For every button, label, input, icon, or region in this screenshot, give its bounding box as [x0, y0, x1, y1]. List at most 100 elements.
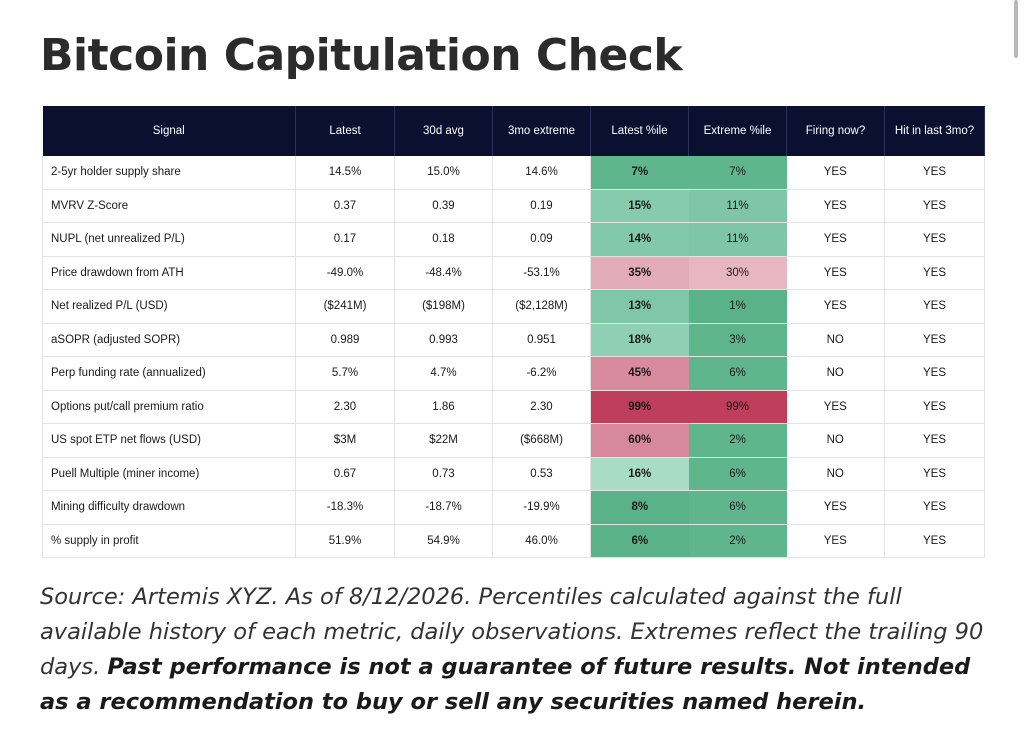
cell-latest: 0.989 — [295, 323, 395, 357]
cell-extreme-percentile: 11% — [688, 222, 787, 257]
cell-hit-last-3mo: YES — [884, 156, 985, 190]
table-row: Puell Multiple (miner income) 0.67 0.73 0.5… — [42, 457, 985, 491]
cell-30d-avg: 54.9% — [394, 524, 493, 558]
cell-latest-percentile: 13% — [590, 289, 689, 324]
cell-latest: 5.7% — [295, 356, 395, 391]
cell-extreme-percentile: 99% — [688, 390, 787, 424]
cell-extreme-percentile: 6% — [688, 356, 787, 391]
scrollbar[interactable] — [1014, 0, 1018, 58]
cell-firing-now: YES — [786, 222, 885, 257]
table-row: Net realized P/L (USD) ($241M) ($198M) ($2,… — [42, 289, 985, 324]
cell-latest: -18.3% — [295, 490, 395, 525]
cell-signal: Mining difficulty drawdown — [42, 490, 296, 525]
table-row: % supply in profit 51.9% 54.9% 46.0% 6% 2% YES… — [42, 524, 985, 558]
table-row: Mining difficulty drawdown -18.3% -18.7% -1… — [42, 490, 985, 525]
cell-3mo-extreme: 2.30 — [492, 390, 591, 424]
cell-extreme-percentile: 6% — [688, 457, 787, 491]
cell-30d-avg: $22M — [394, 423, 493, 458]
cell-firing-now: YES — [786, 490, 885, 525]
cell-30d-avg: 0.18 — [394, 222, 493, 257]
cell-latest: 51.9% — [295, 524, 395, 558]
cell-3mo-extreme: ($668M) — [492, 423, 591, 458]
cell-firing-now: NO — [786, 423, 885, 458]
cell-3mo-extreme: ($2,128M) — [492, 289, 591, 324]
cell-firing-now: YES — [786, 156, 885, 190]
cell-30d-avg: 1.86 — [394, 390, 493, 424]
cell-latest: $3M — [295, 423, 395, 458]
cell-30d-avg: ($198M) — [394, 289, 493, 324]
table-row: US spot ETP net flows (USD) $3M $22M ($668M… — [42, 423, 985, 458]
cell-latest-percentile: 14% — [590, 222, 689, 257]
cell-signal: Price drawdown from ATH — [42, 256, 296, 290]
column-header-signal: Signal — [42, 106, 296, 156]
source-note: Source: Artemis XYZ. As of 8/12/2026. Pe… — [40, 580, 1000, 720]
cell-firing-now: YES — [786, 524, 885, 558]
cell-firing-now: NO — [786, 457, 885, 491]
cell-signal: 2-5yr holder supply share — [42, 156, 296, 190]
cell-extreme-percentile: 2% — [688, 524, 787, 558]
cell-signal: aSOPR (adjusted SOPR) — [42, 323, 296, 357]
cell-hit-last-3mo: YES — [884, 189, 985, 223]
cell-firing-now: YES — [786, 289, 885, 324]
column-header-latest-percentile: Latest %ile — [590, 106, 689, 156]
cell-latest-percentile: 15% — [590, 189, 689, 223]
cell-latest-percentile: 60% — [590, 423, 689, 458]
cell-signal: MVRV Z-Score — [42, 189, 296, 223]
table-row: NUPL (net unrealized P/L) 0.17 0.18 0.09 14%… — [42, 222, 985, 257]
cell-latest-percentile: 18% — [590, 323, 689, 357]
table-row: aSOPR (adjusted SOPR) 0.989 0.993 0.951 18% 3… — [42, 323, 985, 357]
cell-3mo-extreme: -19.9% — [492, 490, 591, 525]
cell-hit-last-3mo: YES — [884, 256, 985, 290]
cell-3mo-extreme: 0.53 — [492, 457, 591, 491]
cell-signal: Net realized P/L (USD) — [42, 289, 296, 324]
page-title: Bitcoin Capitulation Check — [40, 30, 683, 81]
column-header-latest: Latest — [295, 106, 395, 156]
cell-30d-avg: 0.73 — [394, 457, 493, 491]
cell-3mo-extreme: 0.951 — [492, 323, 591, 357]
cell-extreme-percentile: 7% — [688, 156, 787, 190]
cell-latest-percentile: 99% — [590, 390, 689, 424]
cell-30d-avg: 15.0% — [394, 156, 493, 190]
cell-hit-last-3mo: YES — [884, 323, 985, 357]
cell-latest-percentile: 6% — [590, 524, 689, 558]
cell-latest: 0.67 — [295, 457, 395, 491]
cell-signal: Puell Multiple (miner income) — [42, 457, 296, 491]
table-row: 2-5yr holder supply share 14.5% 15.0% 14.6%… — [42, 156, 985, 190]
cell-extreme-percentile: 2% — [688, 423, 787, 458]
cell-latest: ($241M) — [295, 289, 395, 324]
cell-hit-last-3mo: YES — [884, 390, 985, 424]
column-header-hit-last-3mo: Hit in last 3mo? — [884, 106, 985, 156]
cell-signal: Options put/call premium ratio — [42, 390, 296, 424]
cell-extreme-percentile: 1% — [688, 289, 787, 324]
table-row: Price drawdown from ATH -49.0% -48.4% -53.1… — [42, 256, 985, 290]
cell-latest: -49.0% — [295, 256, 395, 290]
cell-hit-last-3mo: YES — [884, 524, 985, 558]
cell-extreme-percentile: 11% — [688, 189, 787, 223]
cell-latest: 2.30 — [295, 390, 395, 424]
cell-30d-avg: 0.39 — [394, 189, 493, 223]
cell-signal: US spot ETP net flows (USD) — [42, 423, 296, 458]
cell-extreme-percentile: 6% — [688, 490, 787, 525]
cell-signal: % supply in profit — [42, 524, 296, 558]
cell-hit-last-3mo: YES — [884, 457, 985, 491]
cell-hit-last-3mo: YES — [884, 423, 985, 458]
cell-latest-percentile: 16% — [590, 457, 689, 491]
cell-extreme-percentile: 30% — [688, 256, 787, 290]
cell-30d-avg: -48.4% — [394, 256, 493, 290]
capitulation-table: Signal Latest 30d avg 3mo extreme Latest… — [42, 106, 985, 558]
cell-latest: 14.5% — [295, 156, 395, 190]
cell-3mo-extreme: 46.0% — [492, 524, 591, 558]
cell-hit-last-3mo: YES — [884, 356, 985, 391]
column-header-30d-avg: 30d avg — [394, 106, 493, 156]
column-header-extreme-percentile: Extreme %ile — [688, 106, 787, 156]
cell-firing-now: YES — [786, 256, 885, 290]
cell-3mo-extreme: 14.6% — [492, 156, 591, 190]
cell-latest-percentile: 8% — [590, 490, 689, 525]
table-row: Options put/call premium ratio 2.30 1.86 2.… — [42, 390, 985, 424]
cell-latest: 0.37 — [295, 189, 395, 223]
source-text: Source: Artemis XYZ. As of 8/12/2026. Pe… — [40, 584, 984, 680]
cell-3mo-extreme: -53.1% — [492, 256, 591, 290]
column-header-3mo-extreme: 3mo extreme — [492, 106, 591, 156]
cell-latest-percentile: 45% — [590, 356, 689, 391]
cell-3mo-extreme: 0.09 — [492, 222, 591, 257]
